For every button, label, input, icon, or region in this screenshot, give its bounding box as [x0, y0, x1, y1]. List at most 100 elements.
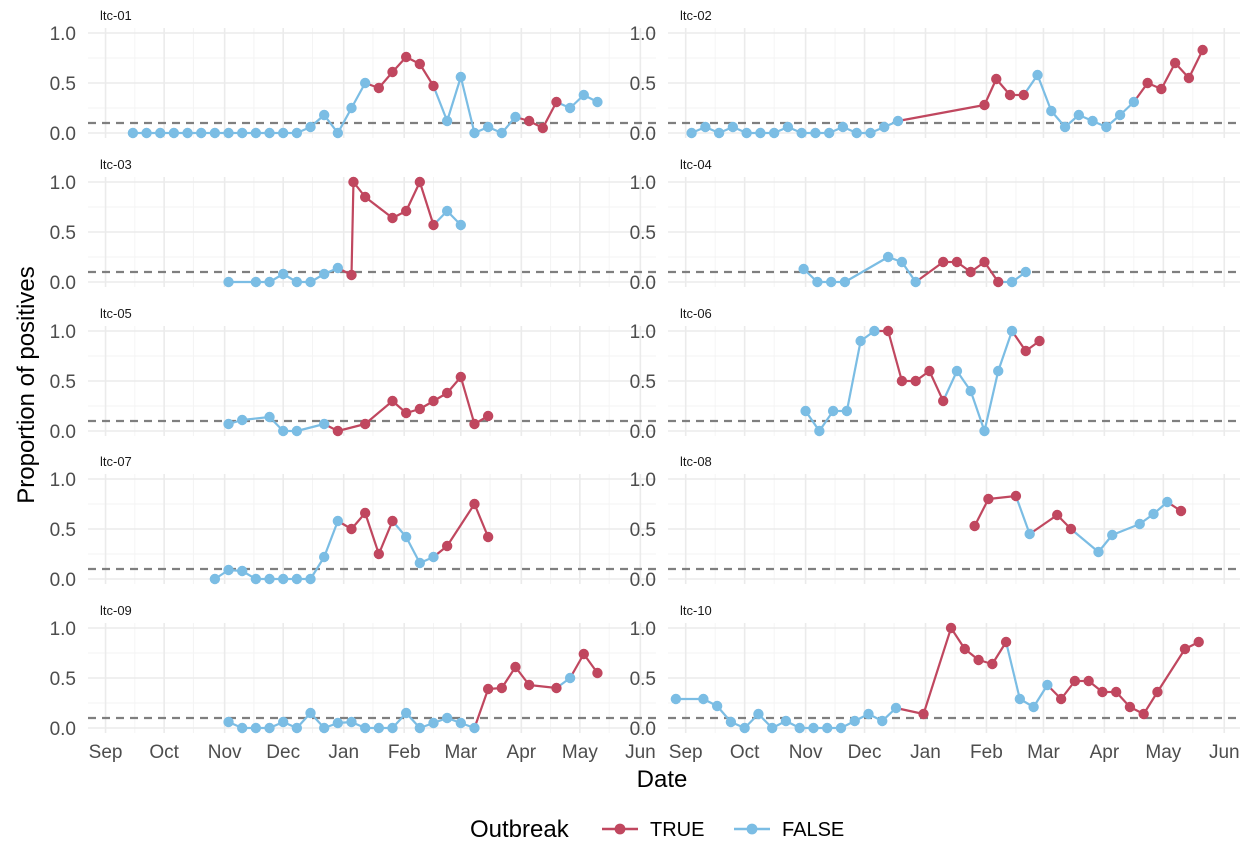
data-point: [400, 407, 412, 419]
data-point: [592, 667, 603, 679]
data-point: [551, 682, 562, 694]
series-segment: [983, 370, 1000, 432]
data-point: [441, 115, 453, 127]
data-point: [346, 716, 357, 728]
data-point: [1004, 89, 1016, 101]
x-tick-label: Nov: [208, 742, 242, 763]
x-tick-label: Sep: [669, 742, 703, 763]
data-point: [359, 418, 371, 430]
data-point: [863, 708, 874, 720]
data-point: [1110, 686, 1122, 698]
data-point: [332, 717, 344, 729]
data-point: [991, 73, 1002, 85]
data-point: [332, 262, 344, 274]
data-point: [223, 418, 234, 430]
data-point: [250, 276, 262, 288]
series-segment: [845, 340, 862, 412]
x-tick-label: Feb: [388, 742, 421, 763]
data-point: [951, 256, 963, 268]
data-point: [305, 573, 316, 585]
data-point: [796, 127, 807, 139]
series-segment: [446, 76, 462, 122]
series-segment: [1005, 641, 1021, 700]
data-point: [482, 683, 494, 695]
data-point: [264, 573, 275, 585]
data-point: [305, 276, 316, 288]
data-point: [236, 414, 248, 426]
data-point: [236, 127, 248, 139]
y-tick-label: 0.5: [630, 74, 656, 95]
data-point: [812, 276, 823, 288]
x-tick-label: Nov: [789, 742, 823, 763]
data-point: [277, 716, 289, 728]
data-point: [753, 708, 764, 720]
series-segment: [432, 85, 449, 122]
series-segment: [887, 330, 903, 382]
series-segment: [473, 503, 490, 538]
y-tick-label: 0.5: [630, 372, 656, 393]
data-point: [428, 395, 439, 407]
panel-label: ltc-02: [680, 8, 712, 23]
data-point: [1046, 105, 1057, 117]
data-point: [305, 121, 316, 133]
data-point: [766, 722, 778, 734]
series-segment: [418, 181, 435, 226]
series-segment: [928, 370, 945, 402]
legend-title: Outbreak: [470, 816, 570, 843]
data-point: [578, 648, 589, 660]
data-point: [798, 263, 809, 275]
data-point: [236, 565, 248, 577]
y-tick-label: 0.5: [50, 669, 76, 690]
data-point: [428, 717, 439, 729]
data-point: [400, 707, 412, 719]
y-tick-label: 0.0: [50, 273, 76, 294]
x-tick-label: Feb: [970, 742, 1003, 763]
y-tick-label: 0.5: [630, 669, 656, 690]
data-point: [373, 548, 385, 560]
data-point: [209, 573, 221, 585]
x-tick-label: Jan: [910, 742, 941, 763]
data-point: [855, 335, 866, 347]
data-point: [1006, 276, 1018, 288]
data-point: [1175, 505, 1187, 517]
x-tick-label: Jun: [625, 742, 656, 763]
legend-key-point: [746, 823, 758, 835]
x-tick-label: Apr: [1090, 742, 1120, 763]
data-point: [1093, 546, 1104, 558]
data-point: [155, 127, 166, 139]
data-point: [496, 682, 508, 694]
data-point: [318, 268, 330, 280]
data-point: [879, 121, 890, 133]
panel-ltc-09: ltc-09 0.0 0.5 1.0: [50, 603, 656, 740]
data-point: [808, 722, 819, 734]
panel-ltc-01: ltc-01 0.0 0.5 1.0: [50, 8, 656, 145]
data-point: [482, 410, 494, 422]
data-point: [523, 115, 535, 127]
data-point: [551, 96, 562, 108]
data-point: [414, 176, 426, 188]
data-point: [373, 82, 385, 94]
data-point: [700, 121, 711, 133]
panel-ltc-08: ltc-08 0.0 0.5 1.0: [630, 454, 1240, 591]
data-point: [264, 411, 275, 423]
panel-label: ltc-05: [100, 306, 132, 321]
data-point: [979, 256, 990, 268]
y-tick-label: 1.0: [50, 619, 76, 640]
data-point: [741, 127, 752, 139]
data-point: [1024, 528, 1035, 540]
data-point: [1028, 701, 1039, 713]
series-segment: [1014, 495, 1031, 535]
data-point: [959, 643, 971, 655]
data-point: [937, 395, 949, 407]
data-point: [291, 276, 303, 288]
data-point: [441, 387, 453, 399]
data-point: [346, 269, 357, 281]
data-point: [1193, 636, 1204, 648]
data-point: [851, 127, 862, 139]
data-point: [1073, 109, 1085, 121]
data-point: [725, 716, 737, 728]
data-point: [318, 109, 330, 121]
panel-label: ltc-04: [680, 157, 712, 172]
data-point: [896, 256, 908, 268]
